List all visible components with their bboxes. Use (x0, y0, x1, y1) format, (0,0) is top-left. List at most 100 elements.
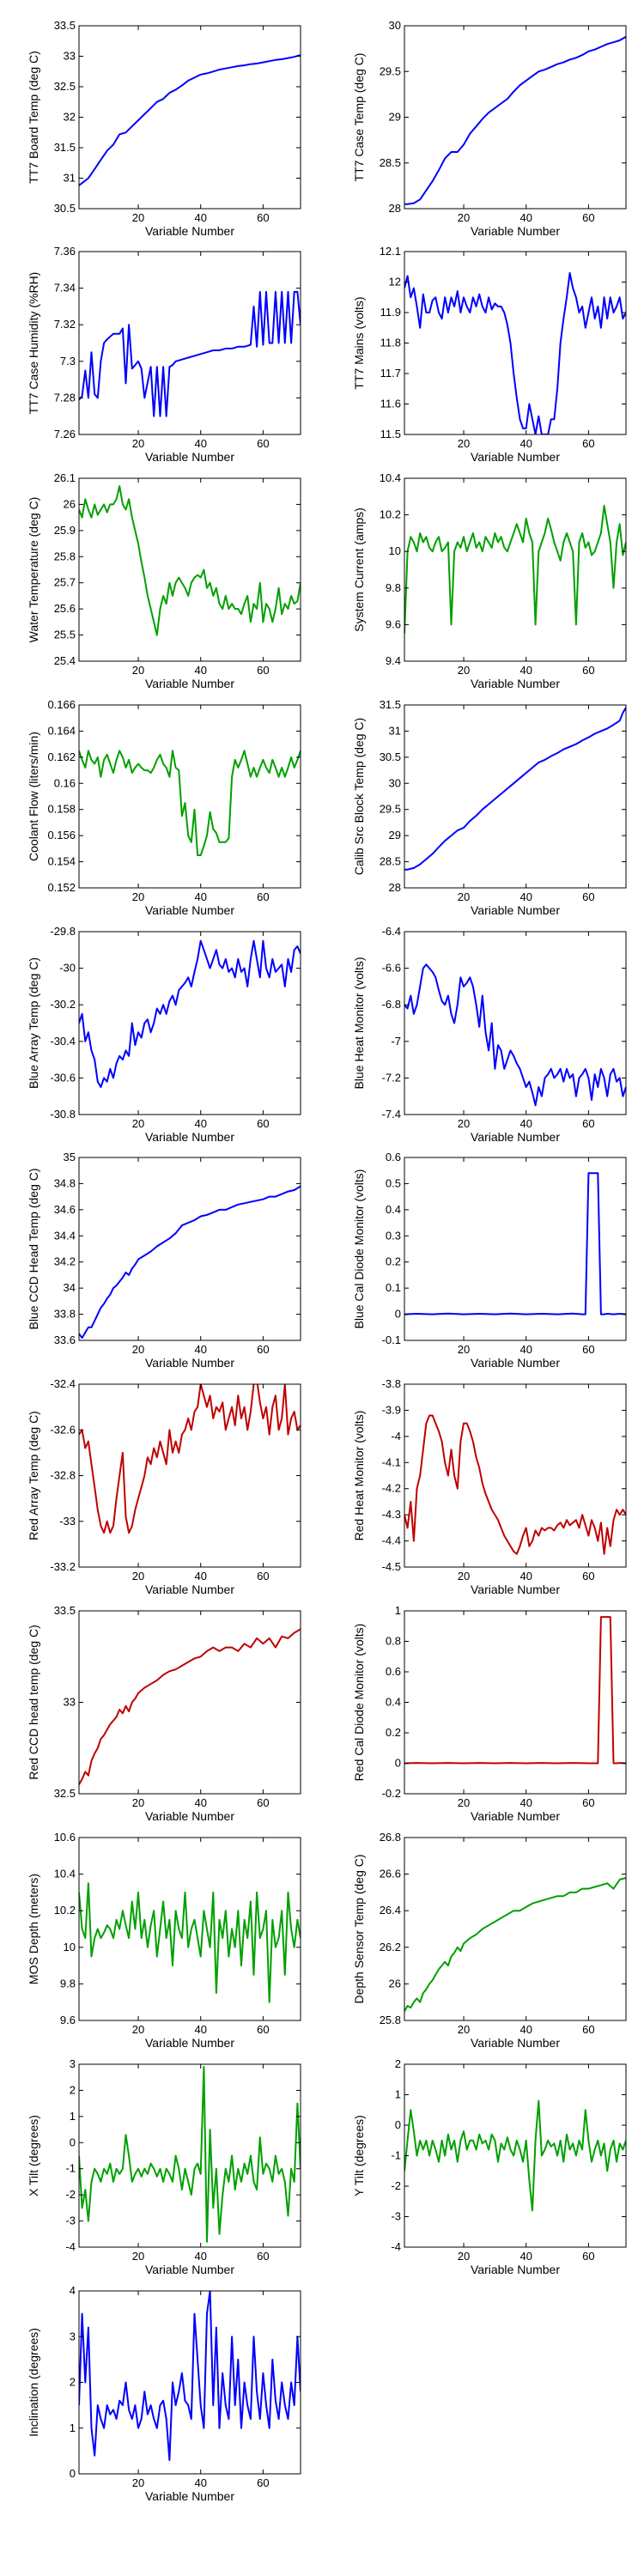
y-tick-label: 0.16 (54, 776, 76, 789)
y-tick-label: 0.156 (47, 829, 76, 841)
y-tick-label: 0 (70, 2136, 76, 2148)
axes-frame (78, 477, 301, 662)
x-tick-label: 60 (582, 1343, 594, 1356)
y-axis-label: Red Heat Monitor (volts) (352, 1411, 366, 1541)
x-axis-label: Variable Number (145, 1130, 234, 1144)
x-axis-label: Variable Number (471, 450, 560, 464)
chart-panel-6: 20 40 60 9.4 9.6 9.8 10 10.2 10.4 Variable Number… (352, 471, 627, 690)
y-axis-label: MOS Depth (meters) (27, 1874, 40, 1984)
x-tick-label: 20 (132, 664, 144, 677)
y-tick-label: 9.6 (386, 617, 401, 630)
x-tick-label: 40 (194, 211, 206, 224)
y-tick-label: 10.4 (380, 471, 401, 484)
y-tick-label: -6.6 (382, 962, 401, 975)
y-tick-label: 33.8 (54, 1308, 76, 1321)
y-tick-label: 30.5 (380, 750, 401, 763)
y-tick-label: 11.6 (380, 398, 401, 410)
series-line (404, 1616, 626, 1765)
series-line (79, 2066, 301, 2243)
x-tick-label: 40 (194, 664, 206, 677)
y-tick-label: 0.154 (47, 855, 76, 868)
y-tick-label: -0.1 (382, 1334, 401, 1346)
y-tick-label: 29.5 (380, 803, 401, 816)
x-tick-label: 40 (519, 437, 532, 450)
series-line (79, 1384, 301, 1534)
x-tick-label: 40 (519, 2023, 532, 2036)
y-axis-label: Water Temperature (deg C) (27, 497, 40, 643)
y-tick-label: -30.2 (50, 998, 76, 1011)
chart-panel-14: 20 40 60 -4.5 -4.4 -4.3 -4.2 -4.1 -4 -3.9 -3.8 Vari… (352, 1377, 627, 1596)
x-tick-label: 60 (582, 1570, 594, 1583)
y-tick-label: -7 (391, 1035, 401, 1048)
x-tick-label: 40 (519, 1117, 532, 1130)
y-tick-label: -0.2 (382, 1787, 401, 1800)
y-tick-label: 7.32 (54, 318, 76, 331)
y-tick-label: 25.7 (54, 576, 76, 589)
x-axis-label: Variable Number (145, 1356, 234, 1370)
series-line (79, 2291, 301, 2461)
x-axis-label: Variable Number (471, 224, 560, 238)
axes-frame (78, 251, 301, 435)
series-line (404, 1876, 626, 2012)
chart-panel-10: 20 40 60 -7.4 -7.2 -7 -6.8 -6.6 -6.4 Variable Num… (352, 925, 627, 1144)
x-tick-label: 60 (582, 2250, 594, 2263)
x-tick-label: 60 (257, 664, 269, 677)
y-tick-label: 0.5 (386, 1176, 401, 1189)
axes-frame (404, 931, 627, 1115)
y-tick-label: 34 (64, 1281, 76, 1294)
y-axis-label: Blue CCD Head Temp (deg C) (27, 1168, 40, 1329)
y-tick-label: 10 (64, 1941, 76, 1953)
chart-panel-5: 20 40 60 25.4 25.5 25.6 25.7 25.8 25.9 26 26.1 Vari… (27, 471, 301, 690)
x-tick-label: 20 (132, 890, 144, 903)
x-tick-label: 40 (519, 1343, 532, 1356)
y-tick-label: 34.2 (54, 1255, 76, 1268)
series-line (79, 1882, 301, 2003)
y-tick-label: -3 (391, 2210, 401, 2223)
y-tick-label: 10.6 (54, 1831, 76, 1844)
y-tick-label: 10.2 (54, 1904, 76, 1917)
y-tick-label: 2 (70, 2083, 76, 2096)
y-tick-label: 1 (395, 1604, 401, 1617)
x-tick-label: 20 (132, 2023, 144, 2036)
y-tick-label: 0 (395, 1757, 401, 1770)
x-axis-label: Variable Number (471, 677, 560, 690)
x-tick-label: 60 (582, 664, 594, 677)
x-tick-label: 60 (257, 437, 269, 450)
y-tick-label: 31 (389, 724, 401, 737)
x-tick-label: 60 (582, 1796, 594, 1809)
x-tick-label: 60 (257, 1117, 269, 1130)
x-axis-label: Variable Number (471, 1809, 560, 1823)
x-tick-label: 20 (458, 2023, 470, 2036)
series-line (404, 2099, 626, 2212)
y-tick-label: 2 (70, 2376, 76, 2389)
y-tick-label: -33.2 (50, 1560, 76, 1573)
y-tick-label: 29 (389, 111, 401, 124)
y-tick-label: -3.9 (382, 1403, 401, 1416)
y-tick-label: 0.1 (386, 1281, 401, 1294)
y-tick-label: 1 (70, 2110, 76, 2123)
y-tick-label: 10 (389, 544, 401, 557)
y-tick-label: -3.8 (382, 1377, 401, 1390)
y-tick-label: 28.5 (380, 156, 401, 169)
y-axis-label: Y Tilt (degrees) (352, 2115, 366, 2196)
x-tick-label: 20 (458, 211, 470, 224)
y-tick-label: 29 (389, 829, 401, 841)
y-axis-label: Red Array Temp (deg C) (27, 1411, 40, 1540)
y-tick-label: 3 (70, 2330, 76, 2342)
x-tick-label: 60 (257, 211, 269, 224)
axes-frame (404, 25, 627, 210)
y-tick-label: -4.1 (382, 1455, 401, 1468)
series-line (404, 505, 626, 635)
y-tick-label: 30 (389, 19, 401, 32)
y-tick-label: 35 (64, 1151, 76, 1163)
y-axis-label: Inclination (degrees) (27, 2328, 40, 2437)
chart-panel-16: 20 40 60 -0.2 0 0.2 0.4 0.6 0.8 1 Variable Number R… (352, 1604, 627, 1823)
axes-frame (78, 704, 301, 889)
x-tick-label: 60 (257, 1570, 269, 1583)
series-line (79, 290, 301, 417)
y-tick-label: 26.6 (380, 1868, 401, 1880)
x-tick-label: 20 (458, 664, 470, 677)
y-tick-label: -2 (65, 2188, 76, 2201)
y-tick-label: -4.4 (382, 1534, 401, 1547)
